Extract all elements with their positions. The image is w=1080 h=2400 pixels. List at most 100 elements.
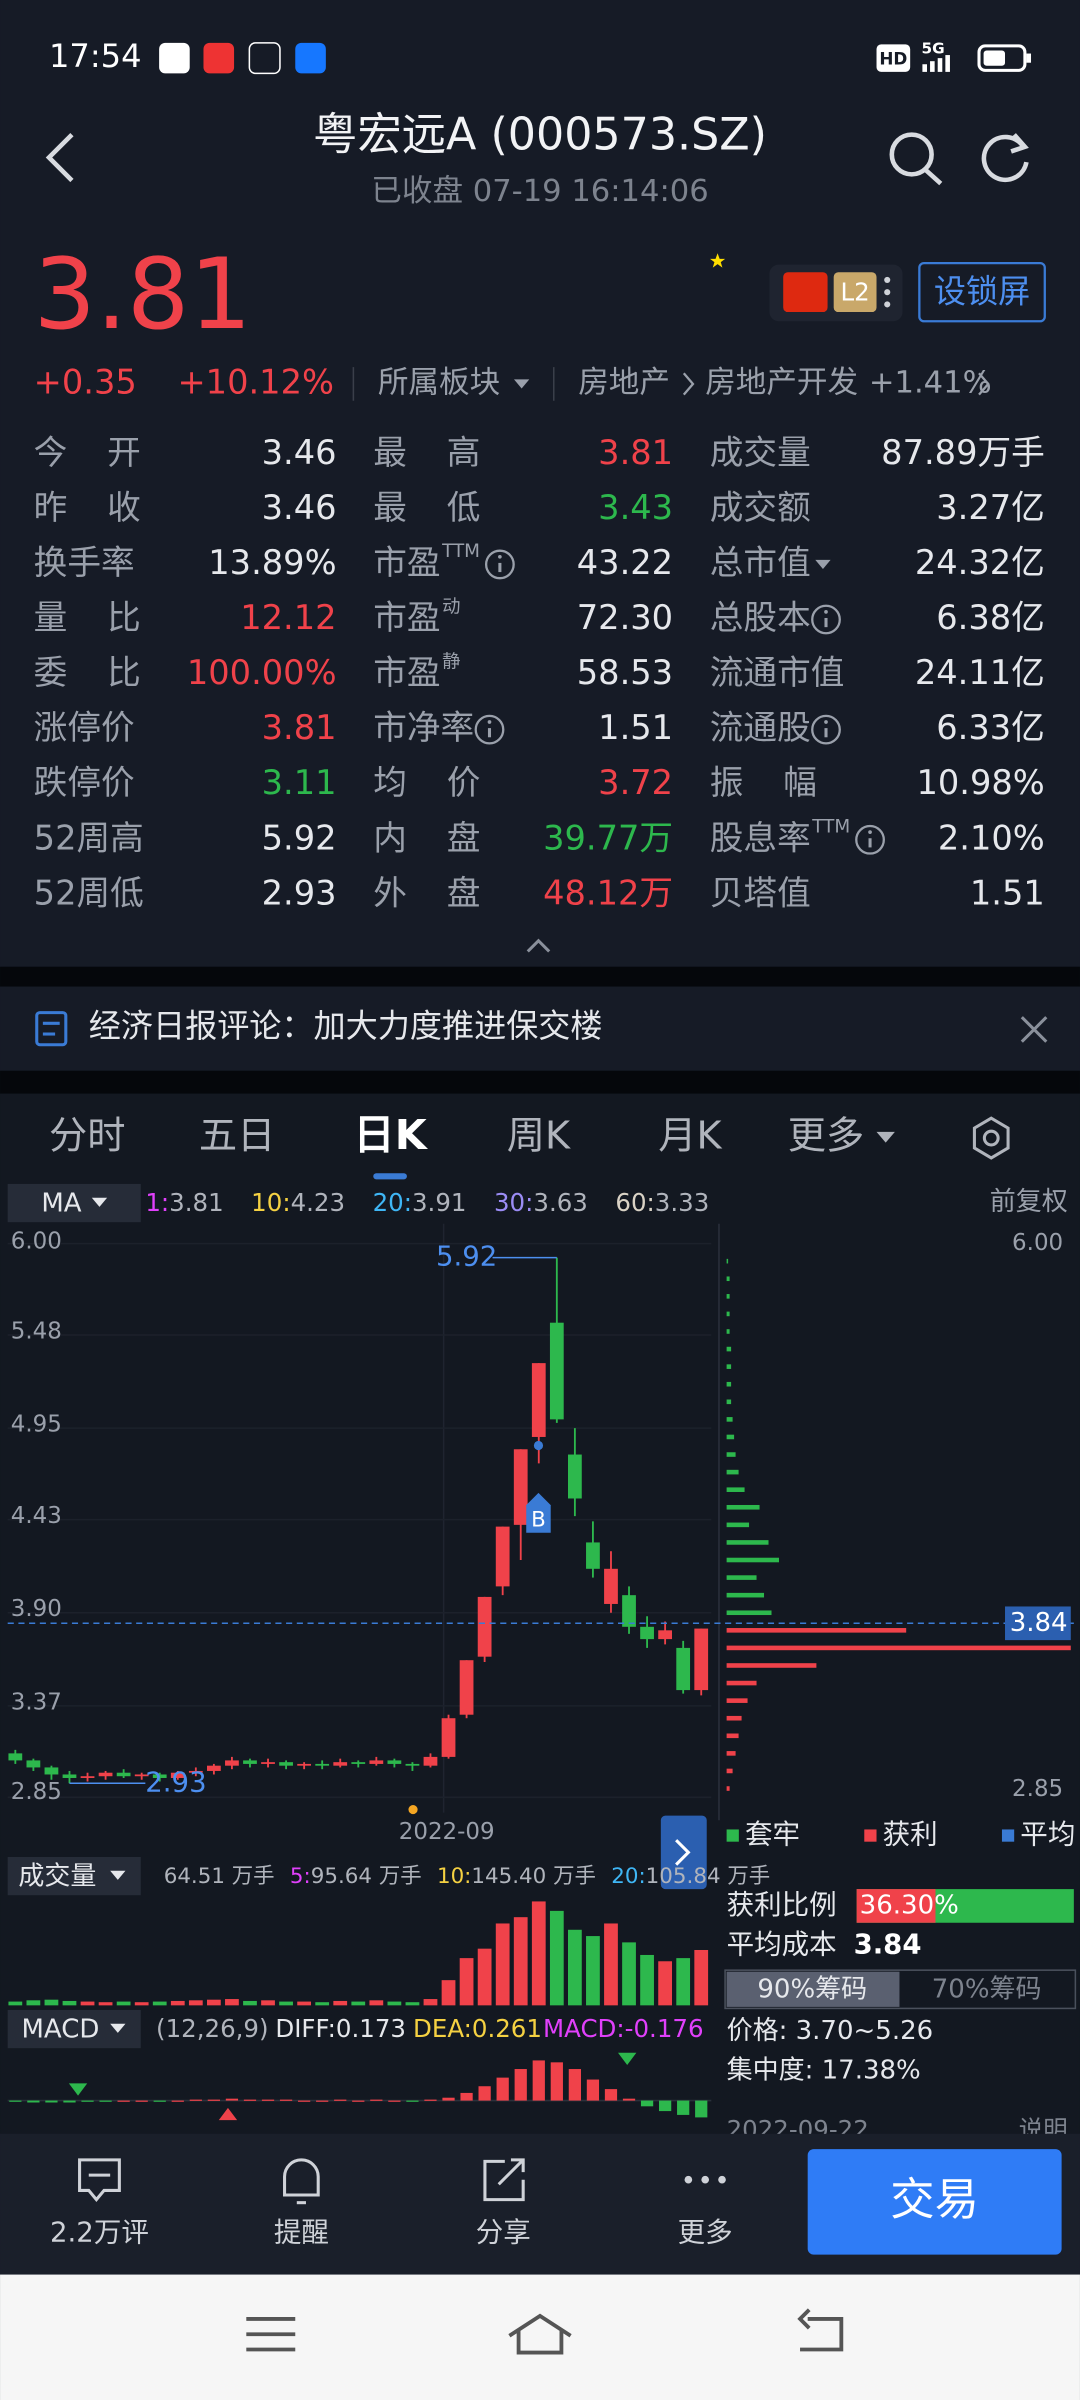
candle-body	[80, 1776, 95, 1778]
chart-settings[interactable]	[972, 1116, 1010, 1160]
comment-icon[interactable]	[78, 2158, 121, 2203]
sector-sub-industry[interactable]: 房地产开发	[705, 365, 858, 400]
refresh-button[interactable]	[981, 134, 1029, 183]
macd-selector[interactable]: MACD	[21, 2014, 99, 2044]
search-button[interactable]	[923, 168, 943, 186]
search-button[interactable]	[889, 132, 934, 177]
chart-tab[interactable]: 月K	[658, 1115, 722, 1159]
ma-selector-bg[interactable]	[7, 1183, 141, 1223]
nav-label[interactable]: 提醒	[274, 2216, 329, 2248]
dropdown-arrow[interactable]	[815, 559, 831, 570]
stat-value: 2.93	[262, 873, 337, 912]
share-icon[interactable]	[483, 2158, 525, 2202]
lock-button-frame[interactable]	[918, 261, 1046, 323]
chip-concentration: 集中度: 17.38%	[727, 2056, 921, 2086]
signal-icon	[945, 55, 950, 72]
comment-icon[interactable]	[78, 2158, 121, 2203]
chip-bar	[726, 1557, 779, 1563]
stat-label: 市净率	[373, 708, 474, 747]
legend-label: 获利	[883, 1819, 938, 1851]
sector-industry[interactable]: 房地产	[578, 365, 670, 400]
adjust-mode[interactable]: 前复权	[990, 1187, 1068, 1217]
news-close[interactable]	[1020, 1016, 1048, 1043]
chart-settings[interactable]	[972, 1116, 1010, 1160]
chart-tab[interactable]: 五日	[199, 1115, 275, 1159]
nav-label[interactable]: 分享	[476, 2216, 531, 2248]
volume-selector[interactable]: 成交量	[18, 1861, 96, 1891]
chip-bar	[726, 1645, 1071, 1651]
chart-settings[interactable]	[982, 1129, 1000, 1147]
lock-button[interactable]: 设锁屏	[934, 273, 1030, 311]
volume-bar	[604, 1923, 618, 2006]
candle-body	[8, 1753, 23, 1761]
more-dots[interactable]	[884, 276, 891, 308]
chart-tab[interactable]: 分时	[49, 1115, 125, 1159]
chip-bar	[726, 1399, 732, 1405]
chart-tab[interactable]: 日K	[353, 1111, 428, 1159]
nav-label[interactable]: 更多	[678, 2216, 733, 2248]
chip-tab-active[interactable]	[726, 1971, 900, 2007]
system-menu[interactable]	[246, 2317, 296, 2352]
info-icon[interactable]	[484, 549, 515, 580]
trade-button[interactable]: 交易	[890, 2175, 979, 2226]
alert-icon[interactable]	[283, 2158, 320, 2197]
back-button[interactable]	[45, 132, 74, 183]
refresh-button[interactable]	[981, 133, 1029, 183]
chip-tab[interactable]: 70%筹码	[932, 1975, 1042, 2005]
legend-swatch	[1001, 1829, 1015, 1842]
volume-legend-value: 64.51 万手	[164, 1864, 275, 1889]
news-close[interactable]	[1020, 1016, 1048, 1043]
more-icon[interactable]	[701, 2175, 710, 2184]
next-button[interactable]	[660, 1815, 707, 1890]
profit-ratio-label: 获利比例	[727, 1889, 837, 1921]
volume-bar	[279, 2001, 293, 2006]
macd-bar	[225, 2098, 239, 2101]
more-dots[interactable]	[884, 289, 891, 296]
legend-swatch	[726, 1829, 739, 1842]
news-headline[interactable]: 经济日报评论：加大力度推进保交楼	[89, 1007, 603, 1045]
chart-tab[interactable]: 更多	[788, 1115, 864, 1159]
status-badge: HD	[879, 49, 907, 69]
chip-tab[interactable]: 90%筹码	[757, 1975, 867, 2005]
more-icon[interactable]	[684, 2175, 726, 2184]
stat-value: 5.92	[262, 818, 337, 857]
candle-body	[694, 1628, 709, 1691]
sector-label[interactable]: 所属板块	[378, 365, 500, 400]
more-icon[interactable]	[684, 2175, 693, 2184]
chip-bar	[726, 1540, 769, 1545]
signal-marker[interactable]	[526, 1492, 551, 1533]
candle-body	[279, 1762, 293, 1766]
nav-label[interactable]: 2.2万评	[50, 2216, 149, 2248]
more-dots[interactable]	[884, 301, 891, 308]
chart-tab[interactable]: 周K	[507, 1115, 571, 1159]
candle-body	[243, 1760, 257, 1764]
stat-label: 市盈	[373, 543, 440, 582]
stat-value: 48.12万	[543, 873, 673, 912]
trade-button-bg[interactable]	[807, 2149, 1062, 2255]
share-icon[interactable]	[497, 2158, 525, 2186]
info-icon[interactable]	[811, 604, 841, 635]
info-icon[interactable]	[474, 714, 505, 745]
refresh-button[interactable]	[1010, 133, 1029, 154]
legend-swatch	[864, 1829, 877, 1842]
more-icon[interactable]	[718, 2175, 726, 2184]
ma-selector[interactable]: MA	[41, 1188, 81, 1218]
info-icon[interactable]	[811, 714, 841, 745]
chip-bar	[726, 1663, 817, 1668]
candle-body	[116, 1772, 131, 1777]
system-home[interactable]	[508, 2313, 572, 2355]
more-dots[interactable]	[884, 276, 891, 283]
chip-y-label: 2.85	[1012, 1776, 1063, 1802]
macd-bar	[677, 2100, 690, 2115]
collapse-button[interactable]	[526, 938, 551, 953]
signal-dot	[533, 1440, 544, 1451]
chip-bar	[726, 1698, 748, 1703]
share-icon[interactable]	[483, 2159, 525, 2202]
volume-bar	[531, 1901, 546, 2006]
system-back[interactable]	[797, 2308, 844, 2352]
info-icon[interactable]	[855, 824, 885, 855]
alert-icon[interactable]	[283, 2158, 320, 2205]
search-button[interactable]	[889, 132, 943, 186]
battery-icon	[977, 44, 1032, 72]
macd-diff: DIFF:0.173	[275, 2014, 406, 2043]
